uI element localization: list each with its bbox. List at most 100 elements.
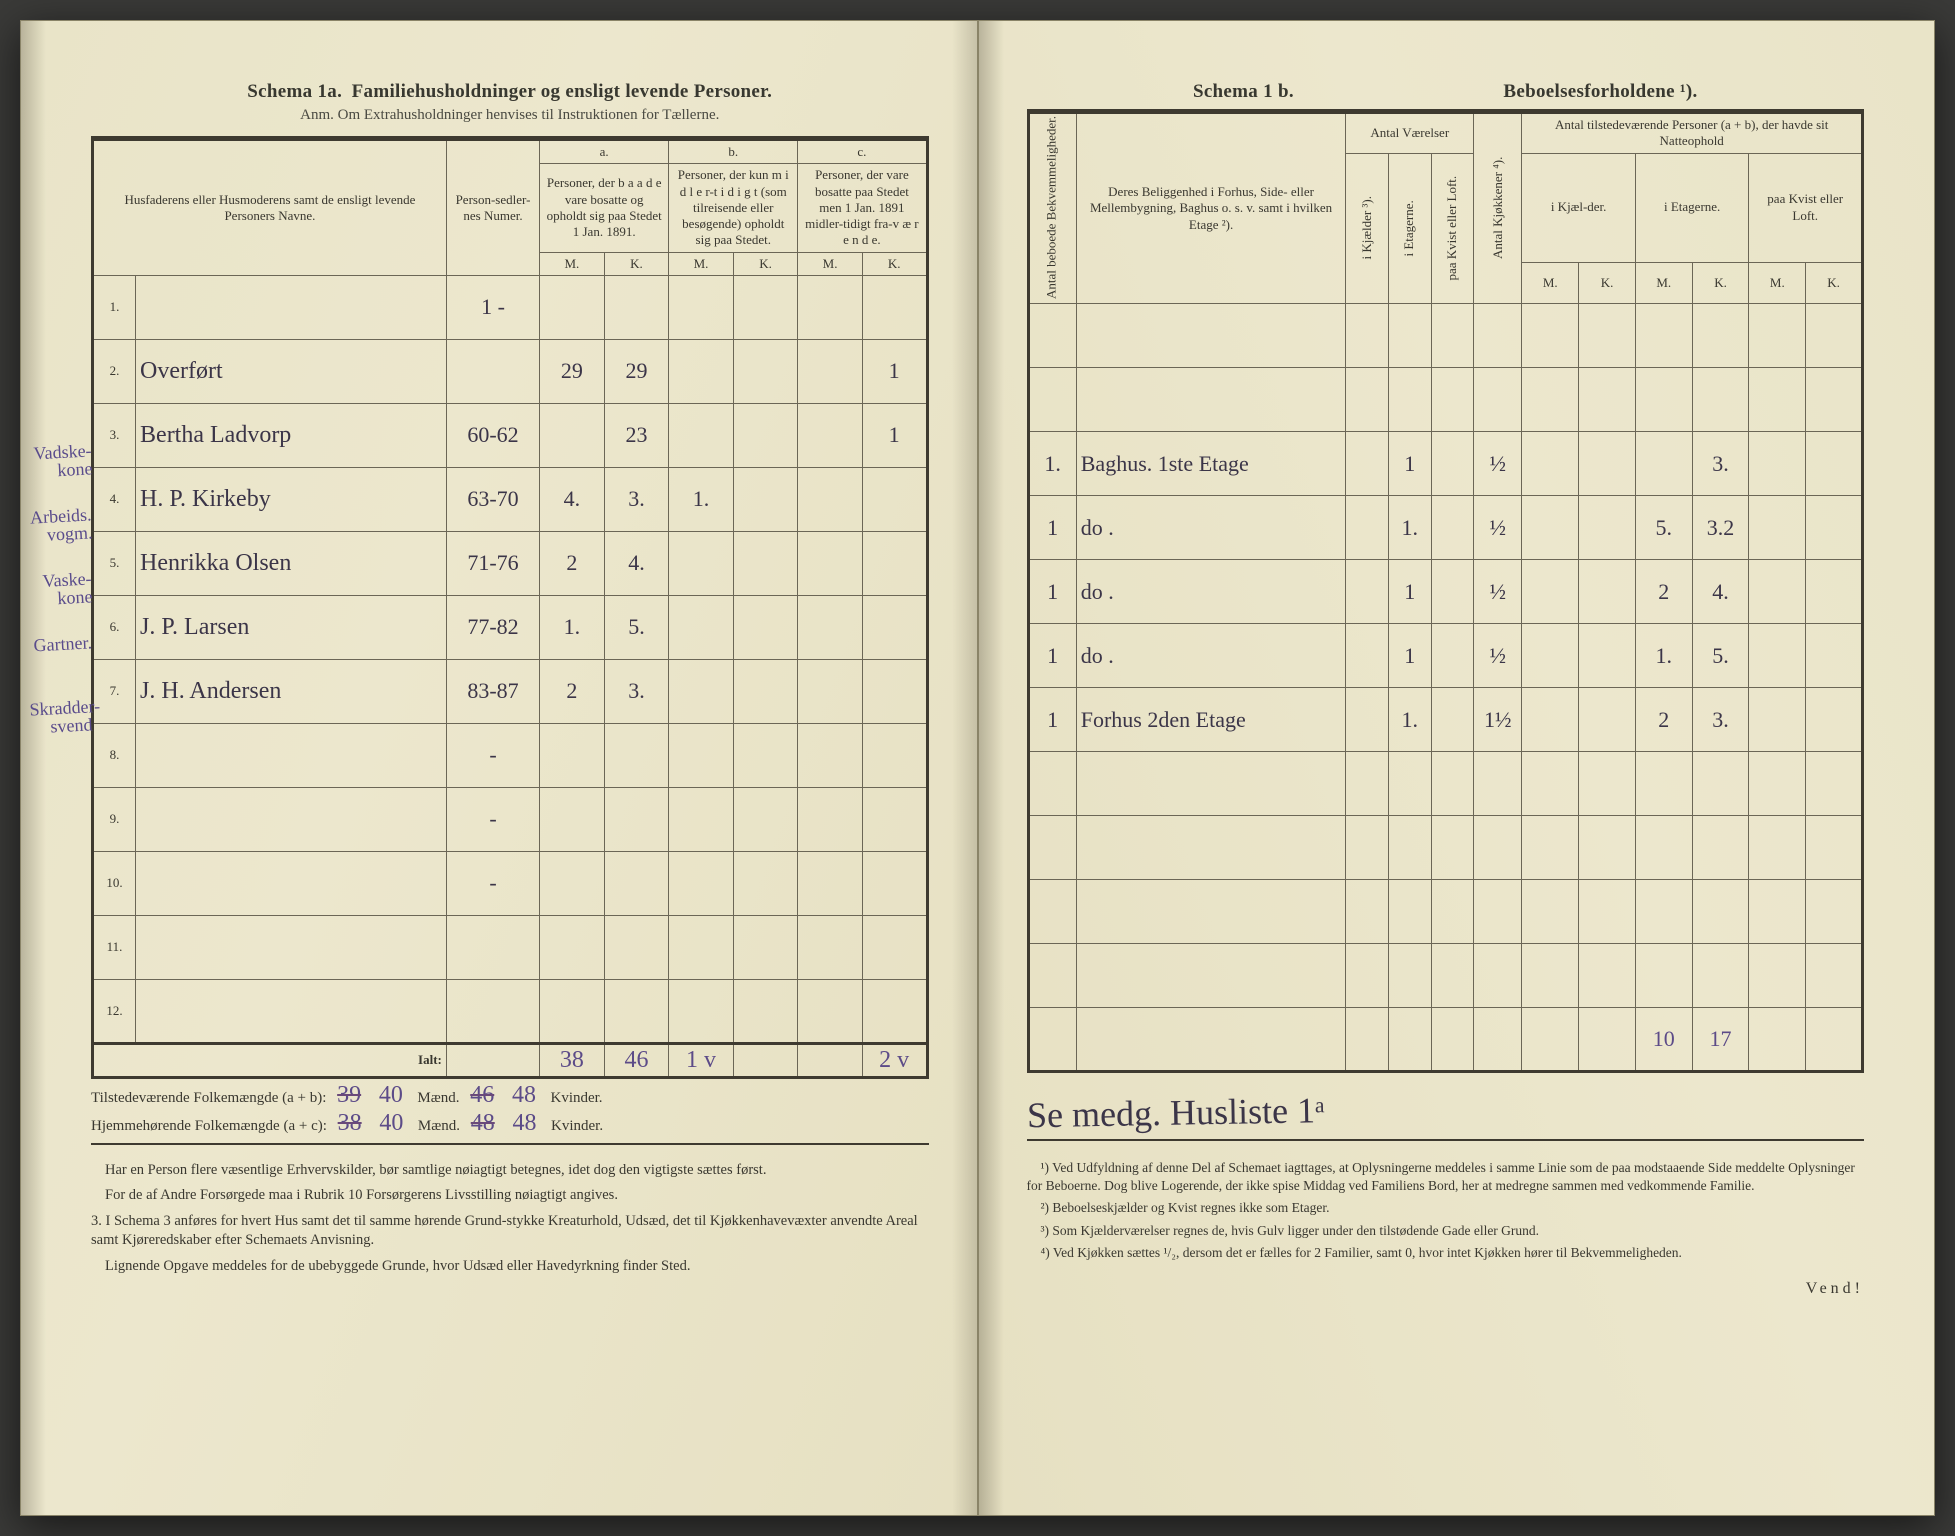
rule [91, 1143, 929, 1145]
table-row: 1do .1½1.5. [1028, 624, 1863, 688]
th-am: M. [540, 252, 605, 275]
th-sed: Person-sedler-nes Numer. [446, 140, 539, 276]
row-ak: 3. [628, 678, 645, 703]
left-footnotes: Har en Person flere væsentlige Erhvervsk… [91, 1161, 929, 1277]
table-row: 1.Baghus. 1ste Etage1½3. [1028, 432, 1863, 496]
row-ck: 1 [889, 422, 900, 447]
foot-4: Lignende Opgave meddeles for de ubebygge… [91, 1257, 929, 1277]
fn-4: ⁴) Ved Kjøkken sættes ¹/₂, dersom det er… [1027, 1244, 1865, 1262]
ialt-bm: 1 v [686, 1047, 716, 1073]
row-num: 5.Vaske-kone [93, 531, 136, 595]
th-b: Personer, der kun m i d l e r-t i d i g … [669, 164, 798, 252]
table-row: 1017 [1028, 1008, 1863, 1072]
r-bek: 1 [1047, 515, 1058, 540]
th-bekv: Antal beboede Bekvemmeligheder. [1028, 113, 1076, 304]
book-spread: Schema 1a. Familiehusholdninger og ensli… [20, 20, 1935, 1516]
margin-note: Vaske-kone [29, 570, 93, 609]
r-et: 1. [1401, 707, 1418, 732]
table-row: 6.Gartner.J. P. Larsen77-821.5. [93, 595, 928, 659]
r-kk: ½ [1489, 451, 1506, 476]
table-row [1028, 880, 1863, 944]
r-belig: do . [1081, 579, 1114, 604]
foot-1: Har en Person flere væsentlige Erhvervsk… [91, 1161, 929, 1181]
ialt-am: 38 [560, 1047, 584, 1073]
row-sed: 83-87 [467, 678, 518, 703]
th-ak: K. [604, 252, 669, 275]
table-row [1028, 752, 1863, 816]
r-bek: 1 [1047, 707, 1058, 732]
row-name: H. P. Kirkeby [140, 486, 271, 512]
table-row [1028, 944, 1863, 1008]
row-ak: 23 [625, 422, 647, 447]
row-am: 2 [566, 550, 577, 575]
th-et: i Etagerne. [1388, 153, 1431, 304]
r-et: 1. [1401, 515, 1418, 540]
ialt-label: Ialt: [93, 1043, 447, 1077]
row-num: 7.Skradder-svend [93, 659, 136, 723]
r-belig: Baghus. 1ste Etage [1081, 451, 1249, 476]
table-row [1028, 304, 1863, 368]
th-a-lab: a. [540, 140, 669, 164]
r-em: 5. [1656, 515, 1673, 540]
r-bek: 1 [1047, 579, 1058, 604]
th-belig: Deres Beliggenhed i Forhus, Side- eller … [1076, 113, 1346, 304]
th-a: Personer, der b a a d e vare bosatte og … [540, 164, 669, 252]
margin-note: Vadske-kone [29, 442, 93, 481]
mk: K. [1579, 262, 1636, 303]
foot-2: For de af Andre Forsørgede maa i Rubrik … [91, 1186, 929, 1206]
table-row: 8.- [93, 723, 928, 787]
table-row: 5.Vaske-koneHenrikka Olsen71-7624. [93, 531, 928, 595]
row-sed: 71-76 [467, 550, 518, 575]
left-title: Schema 1a. Familiehusholdninger og ensli… [91, 81, 929, 103]
row-num: 12. [93, 979, 136, 1043]
th-c: Personer, der vare bosatte paa Stedet me… [798, 164, 927, 252]
row-sed: - [489, 742, 496, 767]
r-ek: 3.2 [1707, 515, 1735, 540]
right-table: Antal beboede Bekvemmeligheder. Deres Be… [1027, 111, 1865, 1073]
r-belig: do . [1081, 515, 1114, 540]
row-num: 6.Gartner. [93, 595, 136, 659]
row-name: Bertha Ladvorp [140, 422, 291, 448]
r-belig: Forhus 2den Etage [1081, 707, 1246, 732]
r-belig: do . [1081, 643, 1114, 668]
r-em: 2 [1658, 579, 1669, 604]
th-c-lab: c. [798, 140, 927, 164]
row-sed: 63-70 [467, 486, 518, 511]
table-row [1028, 368, 1863, 432]
th-cm: M. [798, 252, 863, 275]
fn-1: ¹) Ved Udfyldning af denne Del af Schema… [1027, 1159, 1865, 1195]
mk: M. [1522, 262, 1579, 303]
r-ek: 3. [1712, 451, 1729, 476]
r-em: 1. [1656, 643, 1673, 668]
left-anm: Anm. Om Extrahusholdninger henvises til … [91, 107, 929, 124]
table-row: 11. [93, 915, 928, 979]
right-title: Schema 1 b. Beboelsesforholdene ¹). [1027, 81, 1865, 103]
table-row: 4.Arbeids. vogm.H. P. Kirkeby63-704.3.1. [93, 467, 928, 531]
row-bm: 1. [693, 486, 710, 511]
table-row: 1do .1.½5.3.2 [1028, 496, 1863, 560]
th-bk: K. [733, 252, 798, 275]
r-kk: 1½ [1484, 707, 1512, 732]
row-num: 11. [93, 915, 136, 979]
th-kl: paa Kvist eller Loft. [1431, 153, 1474, 304]
r-kk: ½ [1489, 643, 1506, 668]
row-num: 10. [93, 851, 136, 915]
row-name: Henrikka Olsen [140, 550, 291, 576]
left-table: Husfaderens eller Husmoderens samt de en… [91, 138, 929, 1079]
table-row: 9.- [93, 787, 928, 851]
r-ek: 3. [1712, 707, 1729, 732]
row-am: 4. [564, 486, 581, 511]
row-am: 29 [561, 358, 583, 383]
row-num: 1. [93, 275, 136, 339]
mk: K. [1692, 262, 1749, 303]
th-tk: i Kjæl-der. [1522, 153, 1636, 262]
margin-note: Skradder-svend [29, 698, 93, 737]
mk: M. [1749, 262, 1806, 303]
big-handwritten-note: Se medg. Husliste 1ᵃ [1026, 1080, 1864, 1137]
row-name: J. H. Andersen [140, 678, 281, 704]
table-row: 1.1 - [93, 275, 928, 339]
th-tl: paa Kvist eller Loft. [1749, 153, 1863, 262]
foot-3: 3. I Schema 3 anføres for hvert Hus samt… [91, 1212, 929, 1251]
vend-label: Vend! [1027, 1280, 1865, 1298]
fn-2: ²) Beboelseskjælder og Kvist regnes ikke… [1027, 1199, 1865, 1217]
